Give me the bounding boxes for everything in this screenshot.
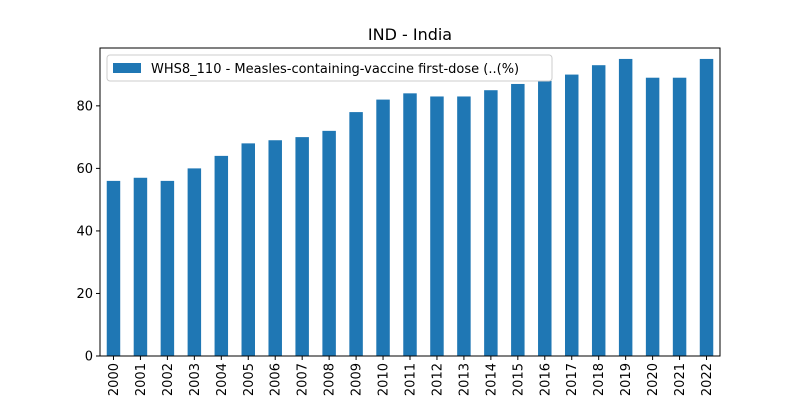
bar-2009 (349, 112, 363, 356)
x-axis: 2000 2001 2002 2003 2004 2005 2006 2007 2008 2009… (107, 356, 715, 396)
bar-2019 (618, 58, 633, 356)
x-tick-label-2001: 2001 (134, 363, 149, 396)
plot-frame (99, 47, 721, 357)
bar-2010 (376, 99, 390, 356)
x-tick-label-2022: 2022 (700, 363, 715, 396)
y-tick-label-80: 80 (76, 99, 93, 114)
bars-group (106, 58, 714, 357)
x-tick-label-2007: 2007 (296, 363, 311, 396)
x-tick-label-2018: 2018 (592, 363, 607, 396)
bar-2013 (457, 96, 471, 356)
bar-2007 (295, 137, 309, 356)
bar-2014 (484, 90, 498, 357)
x-tick-label-2002: 2002 (161, 363, 176, 396)
bar-2021 (672, 77, 687, 357)
x-tick-label-2010: 2010 (377, 363, 392, 396)
bar-2017 (565, 74, 579, 356)
bar-2003 (187, 168, 202, 356)
bar-2006 (268, 140, 282, 356)
bar-2001 (133, 177, 148, 356)
x-tick-label-2012: 2012 (430, 363, 445, 396)
y-tick-label-60: 60 (76, 162, 93, 177)
x-tick-label-2004: 2004 (215, 363, 230, 396)
x-tick-label-2016: 2016 (538, 363, 553, 396)
x-tick-label-2015: 2015 (511, 363, 526, 396)
x-tick-label-2019: 2019 (619, 363, 634, 396)
y-tick-label-40: 40 (76, 224, 93, 239)
bar-2004 (214, 155, 229, 356)
x-tick-label-2006: 2006 (269, 363, 284, 396)
y-tick-label-20: 20 (76, 287, 93, 302)
bar-2018 (591, 65, 606, 356)
bar-2008 (322, 130, 336, 356)
legend-label: WHS8_110 - Measles-containing-vaccine fi… (151, 62, 519, 77)
y-axis: 0 20 40 60 80 (76, 99, 100, 365)
legend-box (106, 54, 553, 82)
bar-2005 (241, 143, 255, 356)
x-tick-label-2000: 2000 (107, 363, 122, 396)
x-tick-label-2003: 2003 (188, 363, 203, 396)
x-tick-label-2013: 2013 (457, 363, 472, 396)
y-tick-label-0: 0 (85, 350, 93, 365)
x-tick-label-2020: 2020 (646, 363, 661, 396)
bar-2011 (403, 93, 417, 356)
legend: WHS8_110 - Measles-containing-vaccine fi… (106, 54, 553, 82)
x-tick-label-2005: 2005 (242, 363, 257, 396)
bar-2016 (538, 80, 552, 356)
bar-2012 (430, 96, 444, 356)
x-tick-label-2014: 2014 (484, 363, 499, 396)
bar-2015 (511, 83, 525, 357)
x-tick-label-2011: 2011 (404, 363, 419, 396)
legend-swatch (113, 63, 141, 73)
x-tick-label-2008: 2008 (323, 363, 338, 396)
x-tick-label-2021: 2021 (673, 363, 688, 396)
bar-2002 (160, 180, 175, 356)
x-tick-label-2009: 2009 (350, 363, 365, 396)
x-tick-label-2017: 2017 (565, 363, 580, 396)
bar-2000 (106, 180, 121, 356)
bar-2022 (699, 58, 714, 356)
bar-2020 (645, 77, 660, 357)
chart-title: IND - India (368, 25, 452, 44)
